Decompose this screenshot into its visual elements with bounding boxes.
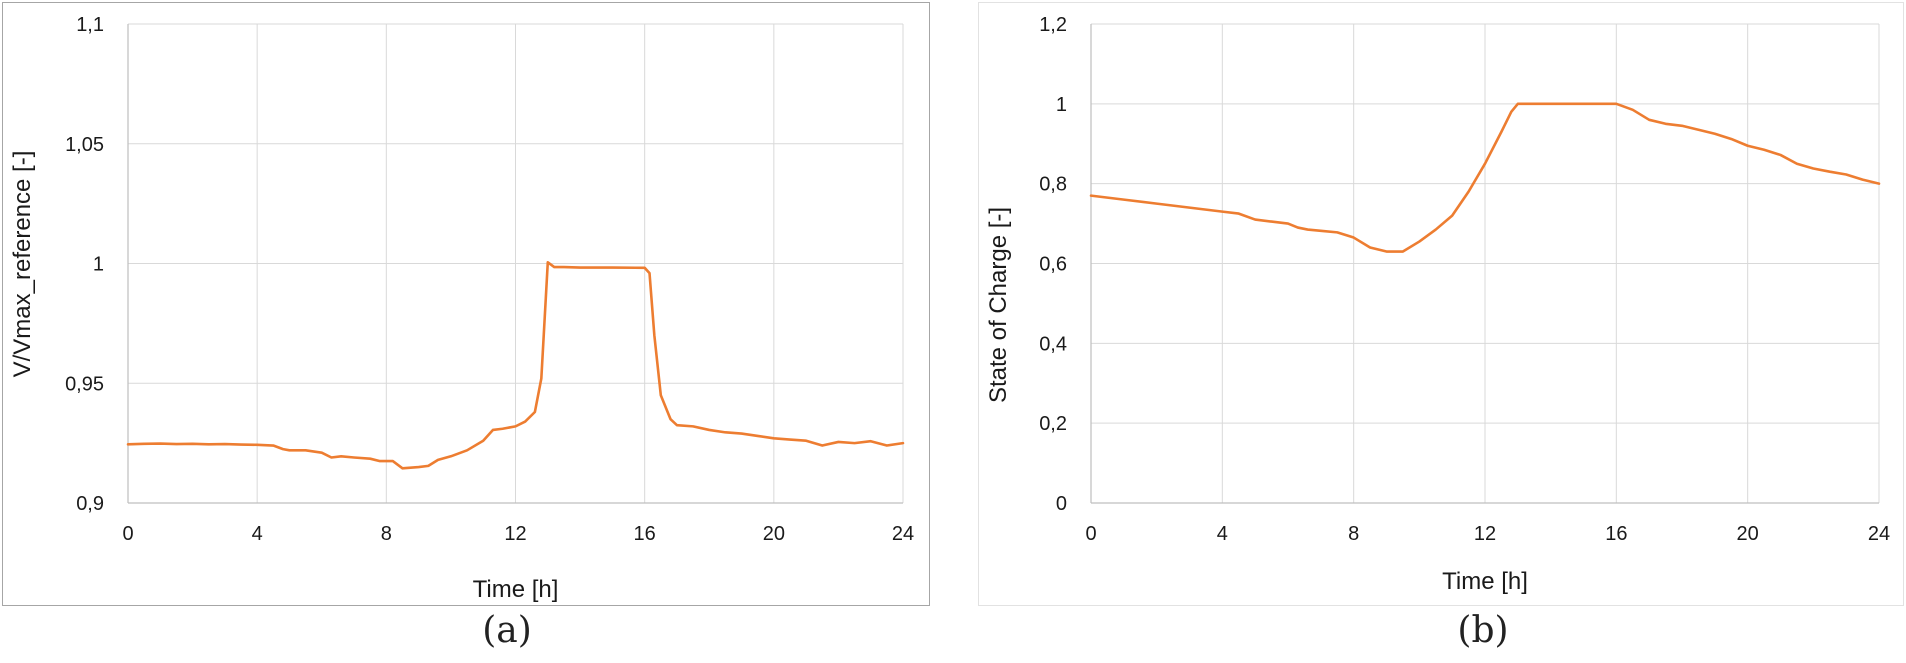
y-axis-title: State of Charge [-]: [985, 207, 1012, 403]
x-tick-label: 8: [381, 523, 392, 545]
y-tick-label: 0,4: [1039, 333, 1067, 355]
x-axis-title: Time [h]: [473, 576, 559, 603]
chart-panel-b: 0 4 8 12 16 20 24 0 0,2 0,4 0,6 0,8 1 1,2 Time [h] Stat…: [976, 0, 1906, 610]
y-tick-label: 0,95: [65, 373, 104, 395]
chart-svg-b: 0 4 8 12 16 20 24 0 0,2 0,4 0,6 0,8 1 1,2 Time [h] Stat…: [985, 14, 1890, 595]
x-tick-label: 24: [892, 523, 914, 545]
y-tick-label: 0,2: [1039, 413, 1067, 435]
x-tick-label: 16: [634, 523, 656, 545]
y-axis-title: V/Vmax_reference [-]: [9, 151, 36, 378]
x-tick-label: 24: [1868, 523, 1890, 545]
y-tick-label: 0,6: [1039, 254, 1067, 276]
x-axis-title: Time [h]: [1442, 568, 1528, 595]
x-tick-label: 16: [1605, 523, 1627, 545]
y-tick-label: 1,05: [65, 134, 104, 156]
x-tick-label: 4: [252, 523, 263, 545]
chart-frame-a: [2, 2, 930, 606]
x-tick-label: 20: [763, 523, 785, 545]
chart-svg-a: 0 4 8 12 16 20 24 0,9 0,95 1 1,05 1,1 Time [h] V/Vmax…: [9, 14, 914, 603]
y-tick-label: 0: [1056, 493, 1067, 515]
caption-b: (b): [1457, 610, 1509, 651]
x-tick-label: 12: [504, 523, 526, 545]
y-tick-label: 1,2: [1039, 14, 1067, 36]
x-tick-label: 0: [1085, 523, 1096, 545]
y-tick-label: 1: [1056, 94, 1067, 116]
x-tick-label: 8: [1348, 523, 1359, 545]
chart-panel-a: 0 4 8 12 16 20 24 0,9 0,95 1 1,05 1,1 Time [h] V/Vmax…: [0, 0, 932, 610]
chart-frame-b: [978, 2, 1904, 606]
x-tick-label: 20: [1737, 523, 1759, 545]
y-tick-label: 0,8: [1039, 174, 1067, 196]
y-tick-label: 0,9: [76, 493, 104, 515]
x-tick-label: 0: [122, 523, 133, 545]
caption-a: (a): [482, 610, 532, 651]
x-tick-label: 12: [1474, 523, 1496, 545]
series-line: [1089, 102, 1881, 253]
series-line: [126, 260, 905, 470]
y-tick-label: 1,1: [76, 14, 104, 36]
x-tick-label: 4: [1217, 523, 1228, 545]
y-tick-label: 1: [93, 254, 104, 276]
